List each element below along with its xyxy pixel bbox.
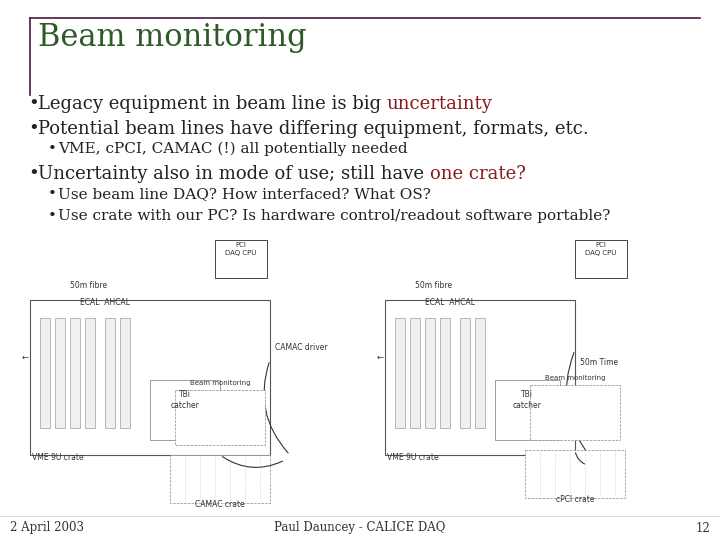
Text: TBi
catcher: TBi catcher (171, 390, 199, 410)
Text: ←: ← (377, 353, 384, 362)
Bar (385, 300, 575, 455)
Bar (120, 318, 130, 428)
Bar (575, 240, 627, 278)
FancyArrowPatch shape (575, 453, 585, 464)
Text: Beam monitoring: Beam monitoring (38, 22, 307, 53)
Bar (170, 455, 270, 503)
Text: 12: 12 (696, 522, 710, 535)
Bar (55, 318, 65, 428)
Text: TBi
catcher: TBi catcher (513, 390, 541, 410)
Text: •: • (48, 187, 57, 201)
Text: ECAL  AHCAL: ECAL AHCAL (425, 298, 475, 307)
Bar (530, 385, 620, 440)
Text: ←: ← (22, 353, 29, 362)
Text: 50m Time: 50m Time (580, 358, 618, 367)
Text: •: • (28, 120, 39, 138)
Text: Use beam line DAQ? How interfaced? What OS?: Use beam line DAQ? How interfaced? What … (58, 187, 431, 201)
Text: PCI: PCI (235, 242, 246, 248)
Text: Beam monitoring: Beam monitoring (190, 380, 251, 386)
Text: DAQ CPU: DAQ CPU (225, 250, 257, 256)
Bar (175, 390, 265, 445)
FancyArrowPatch shape (222, 456, 282, 468)
Text: 50m fibre: 50m fibre (70, 281, 107, 290)
Text: Potential beam lines have differing equipment, formats, etc.: Potential beam lines have differing equi… (38, 120, 589, 138)
Bar (150, 380, 220, 440)
Text: DAQ CPU: DAQ CPU (585, 250, 617, 256)
Bar (425, 318, 435, 428)
Bar (30, 300, 270, 455)
Text: Uncertainty also in mode of use; still have: Uncertainty also in mode of use; still h… (38, 165, 430, 183)
FancyArrowPatch shape (264, 363, 288, 453)
Text: PCI: PCI (595, 242, 606, 248)
Bar (525, 450, 625, 498)
Text: Paul Dauncey - CALICE DAQ: Paul Dauncey - CALICE DAQ (274, 522, 446, 535)
Text: VME 9U crate: VME 9U crate (32, 453, 84, 462)
Bar (215, 240, 267, 278)
Bar (40, 318, 50, 428)
Bar (460, 318, 470, 428)
FancyArrowPatch shape (566, 353, 591, 458)
Text: Legacy equipment in beam line is big: Legacy equipment in beam line is big (38, 95, 387, 113)
Text: VME, cPCI, CAMAC (!) all potentially needed: VME, cPCI, CAMAC (!) all potentially nee… (58, 142, 408, 157)
Text: CAMAC driver: CAMAC driver (275, 343, 328, 352)
Text: ECAL  AHCAL: ECAL AHCAL (80, 298, 130, 307)
Text: CAMAC crate: CAMAC crate (195, 500, 245, 509)
Bar (475, 318, 485, 428)
Text: 2 April 2003: 2 April 2003 (10, 522, 84, 535)
Text: •: • (48, 142, 57, 156)
Bar (440, 318, 450, 428)
Bar (495, 380, 560, 440)
Bar (395, 318, 405, 428)
Text: •: • (28, 165, 39, 183)
Text: uncertainty: uncertainty (387, 95, 492, 113)
Bar (410, 318, 420, 428)
Text: •: • (28, 95, 39, 113)
Text: one crate?: one crate? (430, 165, 526, 183)
Text: •: • (48, 209, 57, 223)
Text: 50m fibre: 50m fibre (415, 281, 452, 290)
Text: Use crate with our PC? Is hardware control/readout software portable?: Use crate with our PC? Is hardware contr… (58, 209, 611, 223)
Text: cPCI crate: cPCI crate (556, 495, 594, 504)
Text: VME 9U crate: VME 9U crate (387, 453, 438, 462)
Bar (85, 318, 95, 428)
Bar (105, 318, 115, 428)
Text: Beam monitoring: Beam monitoring (545, 375, 606, 381)
Bar (70, 318, 80, 428)
